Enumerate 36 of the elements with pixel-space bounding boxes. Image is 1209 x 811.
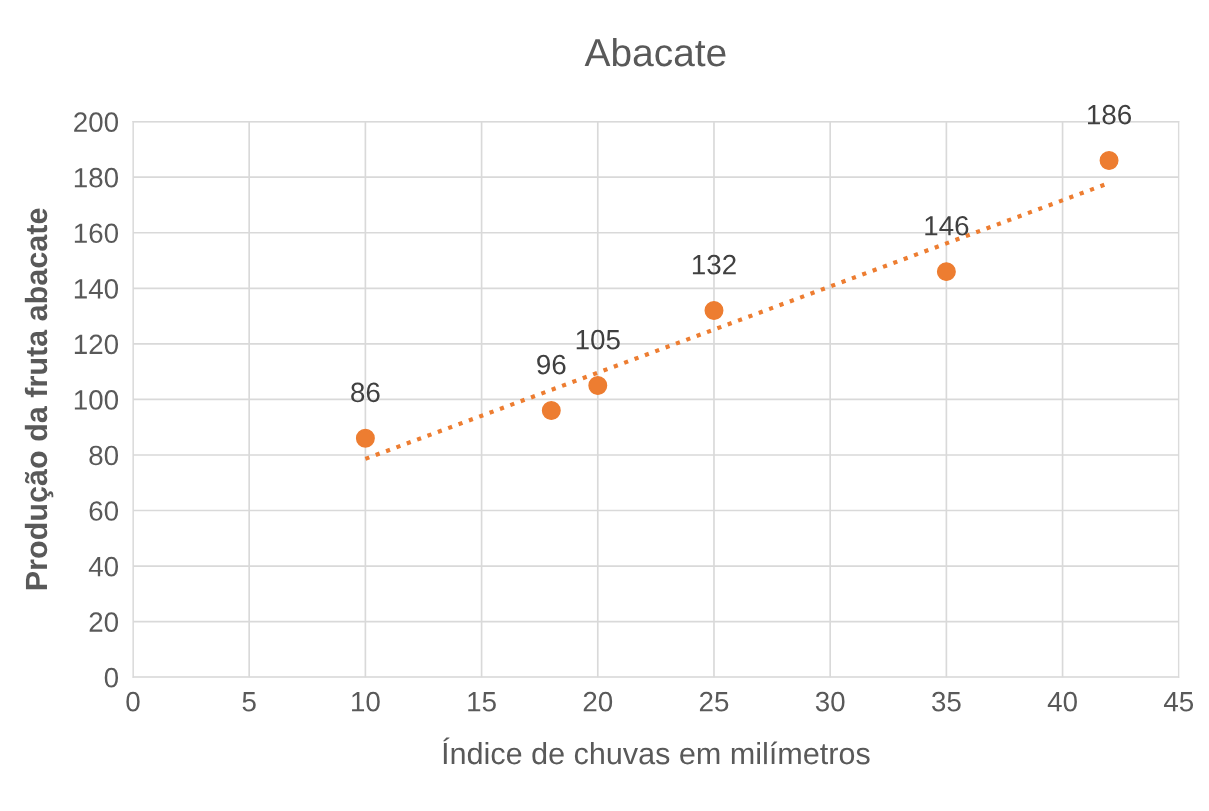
y-tick-label: 180 (74, 167, 119, 188)
x-axis-title: Índice de chuvas em milímetros (443, 737, 870, 765)
x-tick-label: 10 (352, 691, 380, 712)
x-tick-label: 30 (815, 691, 845, 712)
x-tick-label: 20 (583, 691, 613, 712)
x-tick-label: 35 (931, 691, 961, 712)
point (588, 376, 608, 396)
point (541, 401, 561, 421)
y-tick-label: 0 (104, 667, 119, 688)
data-label: 96 (537, 354, 566, 375)
y-tick-label: 160 (74, 223, 119, 244)
y-tick-label: 140 (74, 278, 119, 299)
x-tick-label: 5 (242, 692, 256, 712)
y-tick-label: 80 (89, 445, 119, 466)
x-tick-label: 0 (126, 691, 140, 712)
data-label: 146 (925, 215, 969, 236)
y-tick-label: 200 (74, 112, 119, 132)
point (1099, 151, 1119, 171)
y-axis-title: Produção da fruta abacate (24, 208, 54, 590)
y-tick-label: 60 (89, 501, 119, 521)
chart-title: Abacate (584, 37, 726, 67)
data-label: 105 (576, 329, 620, 350)
x-tick-label: 45 (1163, 692, 1194, 712)
y-tick-label: 40 (88, 556, 119, 577)
data-label: 86 (351, 382, 380, 403)
data-label: 132 (692, 254, 736, 275)
x-tick-label: 25 (699, 691, 729, 712)
x-tick-label: 15 (468, 692, 496, 712)
y-tick-label: 20 (89, 612, 119, 632)
data-label: 186 (1088, 104, 1132, 125)
y-tick-label: 120 (74, 334, 119, 355)
point (936, 262, 956, 282)
point (704, 301, 724, 321)
x-tick-label: 40 (1047, 691, 1077, 712)
point (355, 428, 375, 448)
y-tick-label: 100 (74, 390, 119, 410)
